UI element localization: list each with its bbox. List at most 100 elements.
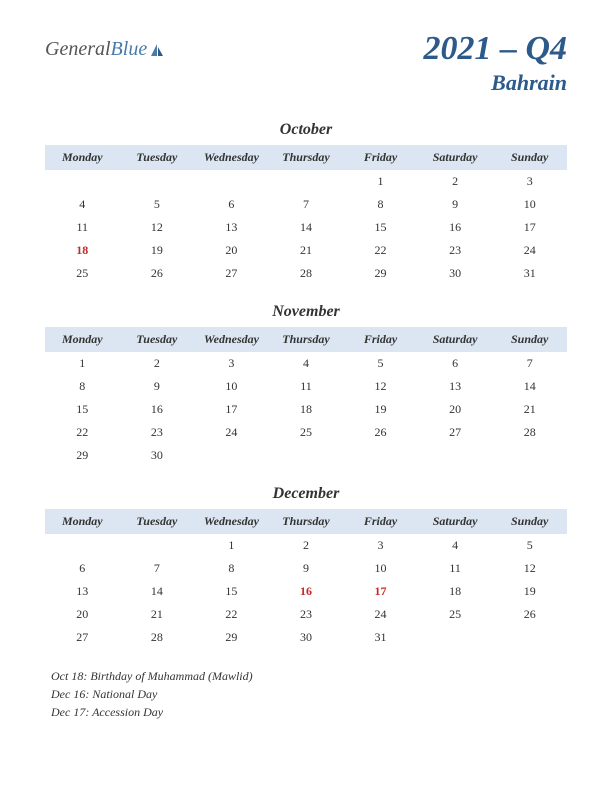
- calendar-cell: 8: [343, 193, 418, 216]
- calendar-cell: 13: [194, 216, 269, 239]
- calendar-cell: 18: [269, 398, 344, 421]
- day-header: Wednesday: [194, 145, 269, 170]
- title-country: Bahrain: [423, 70, 567, 96]
- calendar-cell: 16: [269, 580, 344, 603]
- calendar-cell: 23: [269, 603, 344, 626]
- holiday-entry: Oct 18: Birthday of Muhammad (Mawlid): [51, 669, 567, 684]
- calendar-cell: 30: [120, 444, 195, 467]
- calendar-cell: 13: [418, 375, 493, 398]
- calendar-row: 6789101112: [45, 557, 567, 580]
- calendar-cell: 4: [269, 352, 344, 375]
- day-header: Saturday: [418, 509, 493, 534]
- day-header: Sunday: [492, 145, 567, 170]
- calendar-cell: 27: [418, 421, 493, 444]
- month-name: October: [45, 121, 567, 139]
- calendar-cell: 12: [120, 216, 195, 239]
- calendar-cell: 7: [120, 557, 195, 580]
- calendar-cell: 15: [343, 216, 418, 239]
- title-block: 2021 – Q4 Bahrain: [423, 30, 567, 96]
- calendar-cell: 3: [343, 534, 418, 557]
- day-header: Friday: [343, 509, 418, 534]
- calendar-cell: 27: [194, 262, 269, 285]
- holiday-list: Oct 18: Birthday of Muhammad (Mawlid)Dec…: [45, 669, 567, 720]
- month-block: DecemberMondayTuesdayWednesdayThursdayFr…: [45, 485, 567, 649]
- calendar-cell: 22: [343, 239, 418, 262]
- calendar-cell: 4: [418, 534, 493, 557]
- day-header: Wednesday: [194, 509, 269, 534]
- calendar-cell: 22: [45, 421, 120, 444]
- calendar-cell: 1: [194, 534, 269, 557]
- calendar-row: 891011121314: [45, 375, 567, 398]
- calendar-cell: 4: [45, 193, 120, 216]
- calendar-cell: 14: [269, 216, 344, 239]
- calendar-cell: 26: [492, 603, 567, 626]
- logo-sail-icon: [149, 42, 165, 58]
- calendar-cell: 10: [492, 193, 567, 216]
- month-name: December: [45, 485, 567, 503]
- calendar-cell: 21: [120, 603, 195, 626]
- calendar-cell: 19: [343, 398, 418, 421]
- calendar-cell: [343, 444, 418, 467]
- logo-word-1: General: [45, 38, 111, 60]
- calendar-cell: [120, 170, 195, 193]
- calendar-cell: 12: [492, 557, 567, 580]
- calendar-cell: 31: [492, 262, 567, 285]
- calendar-cell: 11: [269, 375, 344, 398]
- calendar-cell: 8: [194, 557, 269, 580]
- calendar-cell: 27: [45, 626, 120, 649]
- calendar-row: 1234567: [45, 352, 567, 375]
- calendar-row: 22232425262728: [45, 421, 567, 444]
- calendar-cell: 9: [418, 193, 493, 216]
- calendar-cell: 7: [492, 352, 567, 375]
- calendar-cell: 17: [194, 398, 269, 421]
- calendar-cell: 15: [45, 398, 120, 421]
- calendar-cell: [492, 444, 567, 467]
- calendar-row: 13141516171819: [45, 580, 567, 603]
- day-header: Tuesday: [120, 327, 195, 352]
- calendar-cell: 20: [418, 398, 493, 421]
- day-header: Thursday: [269, 145, 344, 170]
- calendar-cell: 22: [194, 603, 269, 626]
- day-header: Sunday: [492, 509, 567, 534]
- calendar-cell: 23: [418, 239, 493, 262]
- day-header: Friday: [343, 145, 418, 170]
- calendar-cell: 16: [418, 216, 493, 239]
- month-block: NovemberMondayTuesdayWednesdayThursdayFr…: [45, 303, 567, 467]
- calendar-row: 15161718192021: [45, 398, 567, 421]
- calendar-cell: [45, 534, 120, 557]
- calendar-cell: [492, 626, 567, 649]
- calendar-cell: 21: [269, 239, 344, 262]
- calendar-cell: 28: [492, 421, 567, 444]
- day-header: Monday: [45, 145, 120, 170]
- calendar-cell: 8: [45, 375, 120, 398]
- calendar-cell: 30: [269, 626, 344, 649]
- calendar-cell: [194, 444, 269, 467]
- calendar-cell: 24: [343, 603, 418, 626]
- calendar-row: 20212223242526: [45, 603, 567, 626]
- day-header: Tuesday: [120, 509, 195, 534]
- calendar-cell: 29: [343, 262, 418, 285]
- calendar-cell: 12: [343, 375, 418, 398]
- calendar-cell: 2: [418, 170, 493, 193]
- month-name: November: [45, 303, 567, 321]
- calendar-row: 45678910: [45, 193, 567, 216]
- calendar-cell: [269, 444, 344, 467]
- header: GeneralBlue 2021 – Q4 Bahrain: [45, 30, 567, 96]
- calendar-cell: [269, 170, 344, 193]
- calendar-cell: 31: [343, 626, 418, 649]
- calendar-cell: 18: [418, 580, 493, 603]
- calendar-cell: 1: [343, 170, 418, 193]
- calendar-cell: 10: [343, 557, 418, 580]
- calendar-row: 2728293031: [45, 626, 567, 649]
- calendar-cell: [418, 444, 493, 467]
- calendar-cell: 24: [194, 421, 269, 444]
- title-year-quarter: 2021 – Q4: [423, 30, 567, 68]
- calendar-cell: [120, 534, 195, 557]
- calendar-cell: 20: [45, 603, 120, 626]
- calendar-cell: [418, 626, 493, 649]
- logo: GeneralBlue: [45, 38, 165, 61]
- calendar-cell: 1: [45, 352, 120, 375]
- day-header: Saturday: [418, 145, 493, 170]
- calendar-cell: 14: [492, 375, 567, 398]
- calendar-row: 2930: [45, 444, 567, 467]
